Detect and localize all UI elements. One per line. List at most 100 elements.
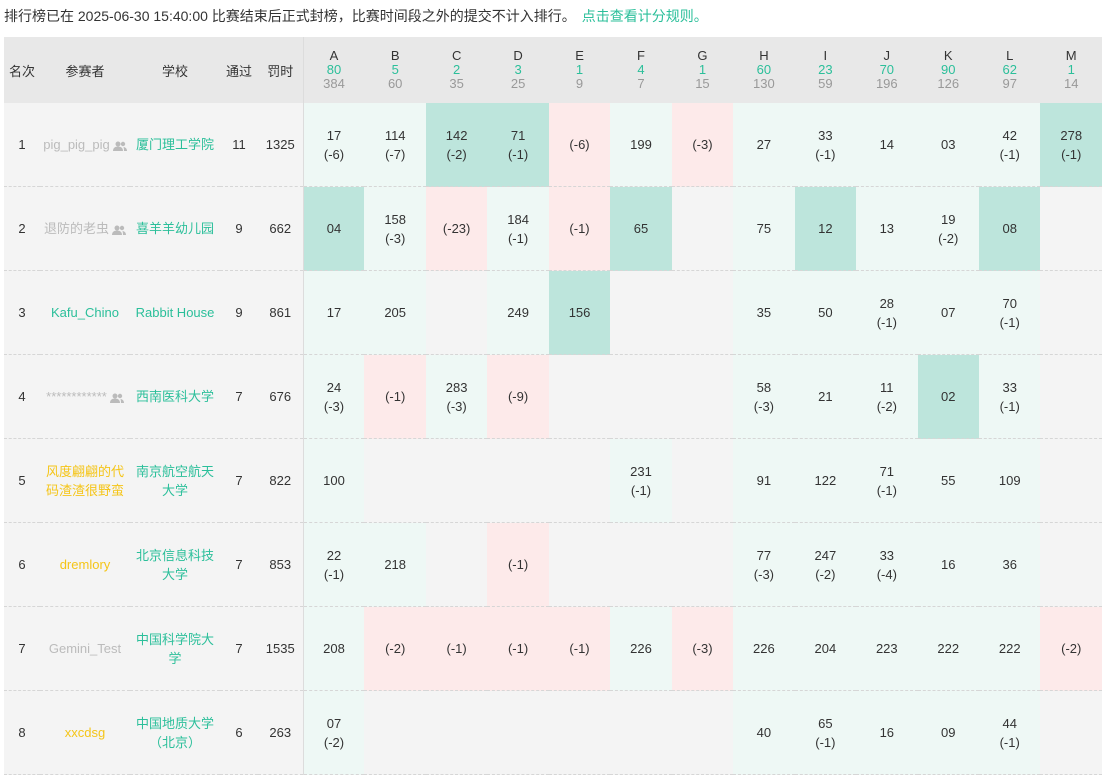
problem-cell-a[interactable]: 07 (-2) bbox=[302, 690, 365, 775]
header-name[interactable]: 参赛者 bbox=[40, 37, 130, 103]
header-problem-j[interactable]: J 70 196 bbox=[856, 37, 918, 103]
scoring-rules-link[interactable]: 点击查看计分规则。 bbox=[581, 8, 708, 24]
participant-name[interactable]: 退防的老虫 bbox=[43, 221, 109, 236]
problem-cell-l[interactable]: 08 bbox=[978, 186, 1041, 271]
problem-cell-e[interactable] bbox=[548, 354, 611, 439]
problem-cell-f[interactable] bbox=[610, 522, 672, 607]
problem-cell-d[interactable]: (-1) bbox=[487, 606, 549, 691]
problem-cell-b[interactable]: 205 bbox=[364, 270, 426, 355]
problem-cell-g[interactable] bbox=[671, 690, 734, 775]
header-solved[interactable]: 通过 bbox=[220, 37, 258, 103]
header-problem-c[interactable]: C 2 35 bbox=[425, 37, 488, 103]
participant-cell[interactable]: 退防的老虫 bbox=[40, 186, 130, 271]
problem-cell-d[interactable]: (-9) bbox=[487, 354, 549, 439]
problem-cell-e[interactable] bbox=[548, 438, 611, 523]
participant-name[interactable]: Gemini_Test bbox=[48, 641, 122, 656]
problem-cell-l[interactable]: 222 bbox=[978, 606, 1041, 691]
problem-cell-a[interactable]: 100 bbox=[302, 438, 365, 523]
problem-cell-h[interactable]: 75 bbox=[733, 186, 795, 271]
problem-cell-i[interactable]: 50 bbox=[794, 270, 857, 355]
problem-cell-b[interactable]: (-2) bbox=[364, 606, 426, 691]
header-problem-g[interactable]: G 1 15 bbox=[671, 37, 734, 103]
header-problem-d[interactable]: D 3 25 bbox=[487, 37, 549, 103]
problem-cell-g[interactable] bbox=[671, 270, 734, 355]
problem-cell-m[interactable] bbox=[1040, 270, 1102, 355]
participant-name[interactable]: pig_pig_pig bbox=[43, 137, 110, 152]
problem-cell-i[interactable]: 247 (-2) bbox=[794, 522, 857, 607]
problem-cell-c[interactable] bbox=[425, 690, 488, 775]
problem-cell-m[interactable] bbox=[1040, 354, 1102, 439]
problem-cell-h[interactable]: 226 bbox=[733, 606, 795, 691]
problem-cell-b[interactable] bbox=[364, 438, 426, 523]
problem-cell-f[interactable] bbox=[610, 690, 672, 775]
problem-cell-a[interactable]: 17 (-6) bbox=[302, 103, 365, 187]
problem-cell-j[interactable]: 33 (-4) bbox=[856, 522, 918, 607]
header-problem-i[interactable]: I 23 59 bbox=[794, 37, 857, 103]
problem-cell-c[interactable]: 142 (-2) bbox=[425, 103, 488, 187]
problem-cell-g[interactable] bbox=[671, 438, 734, 523]
problem-cell-l[interactable]: 109 bbox=[978, 438, 1041, 523]
header-problem-h[interactable]: H 60 130 bbox=[733, 37, 795, 103]
problem-cell-k[interactable]: 07 bbox=[917, 270, 979, 355]
problem-cell-b[interactable]: 218 bbox=[364, 522, 426, 607]
problem-cell-a[interactable]: 24 (-3) bbox=[302, 354, 365, 439]
problem-cell-g[interactable] bbox=[671, 186, 734, 271]
problem-cell-h[interactable]: 35 bbox=[733, 270, 795, 355]
participant-cell[interactable]: dremlory bbox=[40, 522, 130, 607]
problem-cell-g[interactable]: (-3) bbox=[671, 103, 734, 187]
problem-cell-a[interactable]: 04 bbox=[302, 186, 365, 271]
problem-cell-m[interactable] bbox=[1040, 186, 1102, 271]
problem-cell-d[interactable]: 71 (-1) bbox=[487, 103, 549, 187]
problem-cell-h[interactable]: 27 bbox=[733, 103, 795, 187]
problem-cell-d[interactable] bbox=[487, 690, 549, 775]
problem-cell-i[interactable]: 122 bbox=[794, 438, 857, 523]
participant-name[interactable]: 风度翩翩的代码渣渣很野蛮 bbox=[45, 463, 124, 498]
problem-cell-d[interactable]: (-1) bbox=[487, 522, 549, 607]
problem-cell-e[interactable]: 156 bbox=[548, 270, 611, 355]
problem-cell-j[interactable]: 16 bbox=[856, 690, 918, 775]
header-penalty[interactable]: 罚时 bbox=[258, 37, 303, 103]
problem-cell-b[interactable] bbox=[364, 690, 426, 775]
problem-cell-i[interactable]: 204 bbox=[794, 606, 857, 691]
participant-cell[interactable]: pig_pig_pig bbox=[40, 103, 130, 187]
problem-cell-j[interactable]: 71 (-1) bbox=[856, 438, 918, 523]
problem-cell-h[interactable]: 40 bbox=[733, 690, 795, 775]
problem-cell-i[interactable]: 65 (-1) bbox=[794, 690, 857, 775]
participant-cell[interactable]: Gemini_Test bbox=[40, 606, 130, 691]
header-problem-k[interactable]: K 90 126 bbox=[917, 37, 979, 103]
problem-cell-e[interactable]: (-1) bbox=[548, 606, 611, 691]
participant-cell[interactable]: Kafu_Chino bbox=[40, 270, 130, 355]
problem-cell-m[interactable]: 278 (-1) bbox=[1040, 103, 1102, 187]
participant-cell[interactable]: 风度翩翩的代码渣渣很野蛮 bbox=[40, 438, 130, 523]
problem-cell-c[interactable] bbox=[425, 522, 488, 607]
problem-cell-j[interactable]: 13 bbox=[856, 186, 918, 271]
problem-cell-a[interactable]: 17 bbox=[302, 270, 365, 355]
problem-cell-h[interactable]: 58 (-3) bbox=[733, 354, 795, 439]
problem-cell-g[interactable] bbox=[671, 522, 734, 607]
problem-cell-a[interactable]: 208 bbox=[302, 606, 365, 691]
header-problem-l[interactable]: L 62 97 bbox=[978, 37, 1041, 103]
problem-cell-j[interactable]: 28 (-1) bbox=[856, 270, 918, 355]
problem-cell-e[interactable] bbox=[548, 522, 611, 607]
problem-cell-b[interactable]: 114 (-7) bbox=[364, 103, 426, 187]
problem-cell-e[interactable] bbox=[548, 690, 611, 775]
problem-cell-d[interactable]: 184 (-1) bbox=[487, 186, 549, 271]
problem-cell-h[interactable]: 77 (-3) bbox=[733, 522, 795, 607]
problem-cell-k[interactable]: 16 bbox=[917, 522, 979, 607]
problem-cell-l[interactable]: 44 (-1) bbox=[978, 690, 1041, 775]
problem-cell-e[interactable]: (-6) bbox=[548, 103, 611, 187]
problem-cell-j[interactable]: 11 (-2) bbox=[856, 354, 918, 439]
problem-cell-a[interactable]: 22 (-1) bbox=[302, 522, 365, 607]
problem-cell-b[interactable]: 158 (-3) bbox=[364, 186, 426, 271]
problem-cell-h[interactable]: 91 bbox=[733, 438, 795, 523]
problem-cell-f[interactable] bbox=[610, 270, 672, 355]
problem-cell-f[interactable]: 65 bbox=[610, 186, 672, 271]
problem-cell-e[interactable]: (-1) bbox=[548, 186, 611, 271]
problem-cell-m[interactable] bbox=[1040, 522, 1102, 607]
participant-name[interactable]: ************ bbox=[46, 389, 107, 404]
problem-cell-l[interactable]: 42 (-1) bbox=[978, 103, 1041, 187]
problem-cell-c[interactable] bbox=[425, 270, 488, 355]
header-problem-b[interactable]: B 5 60 bbox=[364, 37, 426, 103]
problem-cell-d[interactable] bbox=[487, 438, 549, 523]
problem-cell-f[interactable]: 199 bbox=[610, 103, 672, 187]
